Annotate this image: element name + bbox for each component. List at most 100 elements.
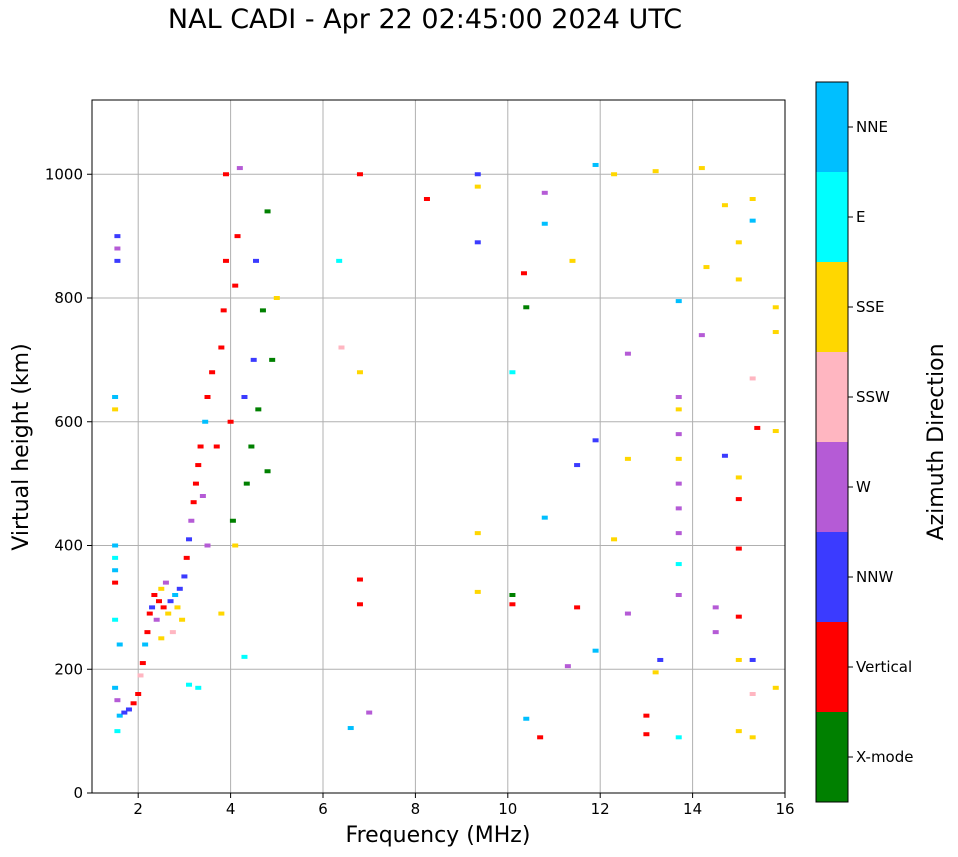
echo-point (264, 209, 271, 214)
echo-point (624, 456, 631, 461)
echo-point (114, 234, 121, 239)
echo-point (172, 593, 179, 597)
echo-point (155, 599, 162, 604)
echo-point (139, 661, 146, 666)
echo-point (112, 555, 119, 560)
echo-point (735, 657, 742, 662)
echo-point (749, 218, 756, 223)
x-tick-label: 16 (775, 800, 794, 818)
echo-point (234, 234, 241, 239)
echo-point (241, 654, 248, 659)
echo-point (165, 611, 172, 616)
echo-point (624, 611, 631, 616)
echo-point (675, 299, 682, 304)
x-tick-label: 8 (411, 800, 421, 818)
echo-point (698, 166, 705, 171)
y-tick-label: 600 (54, 413, 83, 431)
echo-point (213, 444, 220, 449)
echo-point (474, 240, 481, 245)
echo-point (509, 593, 516, 597)
echo-point (749, 692, 756, 696)
echo-point (227, 419, 234, 424)
echo-point (675, 506, 682, 511)
echo-point (569, 258, 576, 263)
echo-point (153, 617, 160, 622)
echo-point (356, 370, 363, 375)
colorbar-swatch (816, 82, 848, 172)
echo-point (721, 203, 728, 208)
colorbar-label: Vertical (856, 658, 912, 676)
echo-point (611, 172, 618, 177)
echo-point (735, 475, 742, 480)
echo-point (186, 682, 193, 687)
echo-point (114, 729, 121, 734)
echo-point (160, 605, 167, 610)
echo-point (112, 407, 119, 412)
echo-point (675, 432, 682, 437)
echo-point (142, 642, 149, 647)
colorbar-label: W (856, 478, 871, 496)
echo-point (592, 648, 599, 653)
echo-points (112, 162, 779, 740)
echo-point (112, 395, 119, 399)
x-tick-label: 6 (318, 800, 328, 818)
echo-point (232, 283, 239, 288)
x-axis-title: Frequency (MHz) (346, 823, 531, 848)
colorbar-swatch (816, 532, 848, 622)
echo-point (273, 296, 280, 300)
echo-point (176, 586, 183, 591)
echo-point (144, 630, 151, 635)
echo-point (474, 184, 481, 189)
echo-point (112, 685, 119, 690)
colorbar-frame (815, 81, 849, 803)
echo-point (652, 169, 659, 174)
echo-point (574, 463, 581, 468)
x-axis-ticks: 2 4 6 8 10 12 14 16 (133, 793, 795, 818)
echo-point (564, 664, 571, 669)
colorbar-label: NNW (856, 568, 893, 586)
echo-point (220, 308, 227, 313)
echo-point (541, 221, 548, 226)
echo-point (675, 456, 682, 461)
y-tick-label: 200 (54, 660, 83, 678)
echo-point (474, 531, 481, 536)
colorbar-swatch (816, 442, 848, 532)
echo-point (537, 735, 544, 740)
echo-point (541, 515, 548, 520)
echo-point (116, 642, 123, 647)
echo-point (749, 376, 756, 381)
colorbar-label: NNE (856, 118, 888, 136)
echo-point (541, 190, 548, 195)
echo-point (698, 333, 705, 338)
echo-point (675, 395, 682, 399)
echo-point (772, 305, 779, 310)
echo-point (624, 351, 631, 356)
echo-point (574, 605, 581, 610)
x-tick-label: 12 (591, 800, 610, 818)
echo-point (169, 630, 176, 635)
echo-point (209, 370, 216, 375)
echo-point (181, 574, 188, 579)
echo-point (121, 710, 128, 715)
echo-point (675, 735, 682, 740)
echo-point (236, 166, 243, 171)
echo-point (520, 271, 527, 276)
echo-point (195, 463, 202, 468)
echo-point (366, 710, 373, 715)
echo-point (112, 543, 119, 548)
y-axis-ticks: 0 200 400 600 800 1000 (45, 165, 92, 802)
echo-point (112, 617, 119, 622)
echo-point (772, 685, 779, 690)
echo-point (112, 580, 119, 585)
echo-point (192, 481, 199, 486)
echo-point (749, 197, 756, 201)
echo-point (269, 357, 276, 362)
echo-point (356, 577, 363, 582)
echo-point (114, 258, 121, 263)
echo-point (183, 555, 190, 560)
echo-point (264, 469, 271, 474)
echo-point (222, 258, 229, 263)
echo-point (423, 197, 430, 201)
colorbar-swatch (816, 172, 848, 262)
echo-point (167, 599, 174, 604)
